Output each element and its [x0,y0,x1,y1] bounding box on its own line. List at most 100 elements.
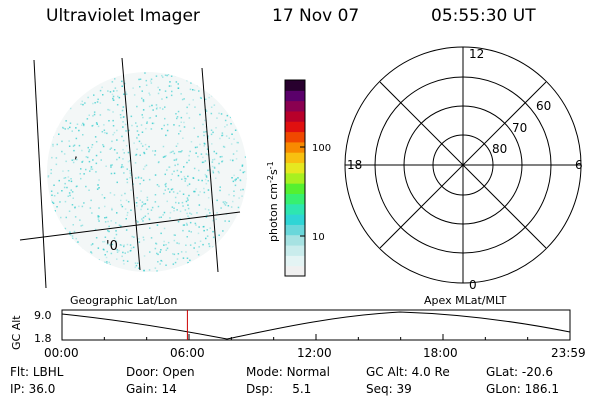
emission-speck [230,206,233,208]
emission-speck [55,163,58,166]
emission-speck [160,216,162,218]
emission-speck [233,138,235,140]
emission-speck [63,153,66,155]
emission-speck [88,160,91,163]
emission-speck [136,148,138,150]
emission-speck [74,265,76,267]
emission-speck [54,227,57,229]
emission-speck [224,243,226,246]
emission-speck [122,126,124,128]
emission-speck [173,210,175,212]
emission-speck [123,93,125,95]
emission-speck [173,253,176,256]
emission-speck [110,172,113,175]
emission-speck [89,207,92,209]
emission-speck [118,96,121,99]
emission-speck [238,253,240,256]
emission-speck [116,251,119,253]
emission-speck [139,78,142,80]
emission-speck [144,215,147,217]
emission-speck [75,95,78,97]
emission-speck [96,188,99,190]
emission-speck [177,220,180,223]
emission-speck [132,246,135,249]
emission-speck [225,135,228,137]
emission-speck [215,152,218,155]
emission-speck [242,188,244,191]
emission-speck [237,206,240,209]
emission-speck [75,237,77,240]
emission-speck [192,89,194,91]
emission-speck [104,132,106,134]
altitude-xtick-label-0: 00:00 [44,346,79,360]
emission-speck [220,254,223,256]
emission-speck [95,122,98,124]
emission-speck [130,115,133,118]
emission-speck [178,151,180,153]
emission-speck [212,170,214,172]
emission-speck [243,229,245,232]
emission-speck [111,93,114,96]
emission-speck [52,136,54,138]
emission-speck [203,191,206,194]
emission-speck [209,212,211,214]
emission-speck [96,123,98,125]
polar-label-6: 6 [575,158,583,172]
emission-speck [172,263,175,265]
status-gc-alt: GC Alt: 4.0 Re [366,365,450,379]
emission-speck [183,126,186,128]
emission-speck [102,94,104,96]
emission-speck [121,110,124,112]
status-door: Door: Open [126,365,195,379]
emission-speck [169,166,171,168]
emission-speck [237,236,239,239]
emission-speck [204,178,207,181]
emission-speck [100,159,102,161]
emission-speck [53,214,55,217]
emission-speck [246,94,247,96]
emission-speck [240,219,243,221]
emission-speck [173,159,176,161]
emission-speck [194,222,197,225]
emission-speck [159,263,161,265]
emission-speck [219,186,221,188]
emission-speck [90,199,92,202]
emission-speck [54,228,56,230]
emission-speck [115,240,118,242]
emission-speck [56,206,58,208]
emission-speck [73,159,75,161]
emission-speck [150,237,153,239]
emission-speck [74,78,76,80]
emission-speck [200,268,203,271]
status-dsp: Dsp: 5.1 [246,382,312,396]
emission-speck [176,192,179,195]
emission-speck [121,164,123,166]
emission-speck [200,153,203,155]
emission-speck [206,235,209,237]
emission-speck [165,244,167,246]
emission-speck [134,154,137,156]
emission-speck [235,178,237,180]
emission-speck [188,159,190,162]
emission-speck [234,225,236,227]
emission-speck [109,192,112,194]
emission-speck [203,225,205,228]
emission-speck [140,124,143,126]
emission-speck [118,268,120,271]
emission-speck [61,140,63,143]
emission-speck [187,215,189,217]
emission-speck [135,153,138,156]
emission-speck [192,268,194,271]
emission-speck [232,159,234,162]
emission-speck [108,120,110,122]
colorbar: 100 10 photon cm-2s-1 [266,79,331,277]
emission-speck [174,74,176,77]
emission-speck [148,92,150,94]
emission-speck [123,245,125,248]
emission-speck [125,229,128,231]
emission-speck [211,94,213,97]
emission-speck [119,114,122,116]
emission-speck [64,200,67,203]
emission-speck [55,108,57,111]
emission-speck [149,94,151,96]
